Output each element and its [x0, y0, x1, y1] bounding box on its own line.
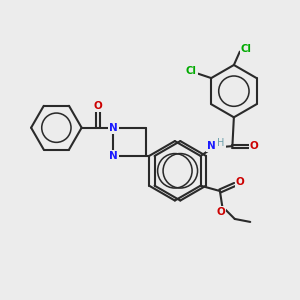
Text: H: H: [218, 139, 225, 148]
Text: O: O: [236, 177, 244, 187]
Text: N: N: [109, 151, 118, 161]
Text: Cl: Cl: [241, 44, 252, 54]
Text: O: O: [250, 141, 259, 151]
Text: N: N: [207, 141, 216, 152]
Text: Cl: Cl: [186, 66, 197, 76]
Text: N: N: [109, 123, 118, 133]
Text: O: O: [94, 101, 102, 111]
Text: O: O: [216, 207, 225, 217]
